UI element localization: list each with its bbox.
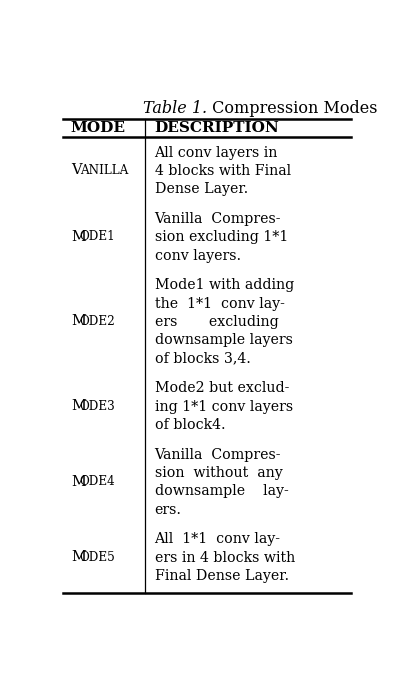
Text: ODE5: ODE5 (80, 551, 116, 563)
Text: M: M (71, 315, 86, 328)
Text: MODE: MODE (71, 121, 126, 136)
Text: ODE3: ODE3 (80, 399, 116, 413)
Text: downsample layers: downsample layers (154, 334, 292, 347)
Text: Vanilla  Compres-: Vanilla Compres- (154, 447, 281, 462)
Text: ing 1*1 conv layers: ing 1*1 conv layers (154, 400, 292, 414)
Text: 4 blocks with Final: 4 blocks with Final (154, 164, 290, 178)
Text: ers       excluding: ers excluding (154, 315, 278, 329)
Text: M: M (71, 550, 86, 564)
Text: All  1*1  conv lay-: All 1*1 conv lay- (154, 532, 280, 546)
Text: of blocks 3,4.: of blocks 3,4. (154, 352, 250, 365)
Text: All conv layers in: All conv layers in (154, 146, 278, 160)
Text: DESCRIPTION: DESCRIPTION (154, 121, 279, 136)
Text: Mode2 but exclud-: Mode2 but exclud- (154, 382, 289, 395)
Text: conv layers.: conv layers. (154, 249, 241, 262)
Text: ODE2: ODE2 (80, 315, 116, 328)
Text: Dense Layer.: Dense Layer. (154, 182, 248, 197)
Text: Vanilla  Compres-: Vanilla Compres- (154, 212, 281, 226)
Text: M: M (71, 475, 86, 489)
Text: M: M (71, 399, 86, 413)
Text: V: V (71, 163, 82, 178)
Text: ODE1: ODE1 (80, 231, 116, 243)
Text: downsample    lay-: downsample lay- (154, 484, 288, 498)
Text: Final Dense Layer.: Final Dense Layer. (154, 569, 288, 583)
Text: the  1*1  conv lay-: the 1*1 conv lay- (154, 297, 284, 311)
Text: Mode1 with adding: Mode1 with adding (154, 279, 294, 292)
Text: sion excluding 1*1: sion excluding 1*1 (154, 231, 288, 244)
Text: Table 1.: Table 1. (143, 100, 207, 117)
Text: M: M (71, 230, 86, 244)
Text: sion  without  any: sion without any (154, 466, 282, 480)
Text: ODE4: ODE4 (80, 475, 115, 488)
Text: ers.: ers. (154, 502, 181, 517)
Text: ANILLA: ANILLA (80, 164, 128, 177)
Text: of block4.: of block4. (154, 418, 225, 432)
Text: ers in 4 blocks with: ers in 4 blocks with (154, 551, 295, 565)
Text: Compression Modes: Compression Modes (207, 100, 378, 117)
